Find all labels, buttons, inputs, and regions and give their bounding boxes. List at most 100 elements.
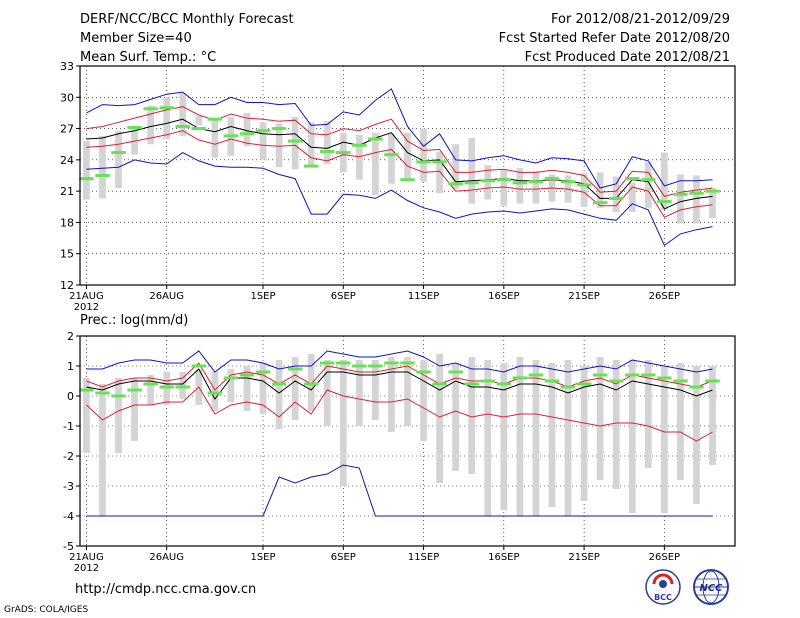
spread-box bbox=[179, 93, 187, 136]
y-tick-label: 30 bbox=[60, 91, 74, 104]
spread-box bbox=[355, 360, 363, 426]
y-tick-label: 1 bbox=[67, 360, 74, 373]
y-tick-label: 33 bbox=[60, 60, 74, 73]
spread-box bbox=[355, 134, 363, 180]
spread-box bbox=[484, 360, 492, 516]
spread-box bbox=[243, 112, 251, 147]
spread-box bbox=[709, 188, 716, 219]
spread-box bbox=[163, 97, 171, 139]
x-tick-label: 11SEP bbox=[408, 552, 439, 563]
spread-box bbox=[388, 357, 395, 432]
spread-box bbox=[516, 168, 524, 204]
spread-box bbox=[83, 378, 90, 453]
spread-box bbox=[291, 117, 299, 170]
grads-credit: GrADS: COLA/IGES bbox=[4, 605, 89, 615]
spread-box bbox=[660, 152, 668, 210]
spread-box bbox=[372, 132, 379, 196]
series-line-min bbox=[86, 464, 713, 517]
series-line-upper bbox=[86, 362, 713, 391]
y-tick-label: 0 bbox=[67, 390, 74, 403]
spread-box bbox=[468, 137, 476, 204]
y-tick-label: -2 bbox=[63, 450, 74, 463]
spread-box bbox=[628, 182, 636, 212]
spread-box bbox=[484, 165, 492, 200]
x-tick-label: 6SEP bbox=[331, 552, 356, 563]
x-year-label: 2012 bbox=[74, 563, 99, 574]
spread-box bbox=[532, 360, 540, 516]
series-line-mean bbox=[86, 118, 713, 210]
forecast-period: For 2012/08/21-2012/09/29 bbox=[551, 12, 730, 27]
spread-box bbox=[660, 366, 668, 513]
spread-box bbox=[580, 173, 588, 207]
spread-box bbox=[452, 363, 460, 471]
spread-box bbox=[677, 174, 684, 224]
spread-box bbox=[323, 360, 331, 426]
y-tick-label: -3 bbox=[63, 480, 74, 493]
spread-box bbox=[580, 366, 588, 501]
spread-box bbox=[628, 360, 636, 513]
spread-box bbox=[131, 378, 138, 441]
y-tick-label: -1 bbox=[63, 420, 74, 433]
x-tick-label: 26AUG bbox=[149, 291, 184, 302]
spread-box bbox=[307, 122, 315, 168]
spread-box bbox=[612, 360, 620, 489]
spread-box bbox=[693, 366, 700, 504]
spread-box bbox=[115, 130, 122, 189]
spread-box bbox=[693, 175, 700, 224]
spread-box bbox=[83, 141, 90, 200]
spread-box bbox=[677, 363, 684, 480]
y-tick-label: 18 bbox=[60, 216, 74, 229]
series-line-upper bbox=[86, 106, 713, 197]
y-tick-label: 21 bbox=[60, 185, 74, 198]
spread-box bbox=[436, 151, 443, 194]
spread-box bbox=[323, 121, 331, 165]
x-tick-label: 21SEP bbox=[568, 552, 599, 563]
source-url[interactable]: http://cmdp.ncc.cma.gov.cn bbox=[75, 582, 257, 597]
y-tick-label: 24 bbox=[60, 154, 74, 167]
spread-box bbox=[468, 357, 476, 474]
spread-box bbox=[516, 357, 524, 516]
plot-frame bbox=[79, 65, 736, 286]
y-tick-label: 2 bbox=[67, 330, 74, 343]
x-tick-label: 16SEP bbox=[488, 291, 519, 302]
spread-box bbox=[532, 171, 540, 204]
x-tick-label: 11SEP bbox=[408, 291, 439, 302]
x-tick-label: 21AUG bbox=[69, 291, 104, 302]
series-line-mean bbox=[86, 368, 713, 400]
series-line-lower bbox=[86, 386, 713, 442]
spread-box bbox=[548, 363, 556, 507]
spread-box bbox=[404, 132, 411, 182]
spread-box bbox=[564, 360, 572, 516]
y-tick-label: 15 bbox=[60, 248, 74, 261]
spread-box bbox=[372, 360, 379, 420]
x-tick-label: 26AUG bbox=[149, 552, 184, 563]
y-tick-label: 27 bbox=[60, 123, 74, 136]
spread-box bbox=[644, 161, 652, 208]
spread-box bbox=[596, 172, 604, 208]
spread-box bbox=[388, 133, 395, 184]
produced-date: Fcst Produced Date 2012/08/21 bbox=[524, 50, 730, 65]
spread-box bbox=[131, 126, 138, 155]
x-tick-label: 1SEP bbox=[250, 552, 275, 563]
x-tick-label: 6SEP bbox=[331, 291, 356, 302]
ncc-logo: NCC bbox=[692, 568, 730, 606]
spread-box bbox=[99, 384, 106, 516]
spread-box bbox=[275, 123, 283, 168]
series-line-min bbox=[86, 152, 713, 247]
spread-box bbox=[596, 357, 604, 480]
ncc-logo-text: NCC bbox=[699, 583, 723, 594]
x-tick-label: 26SEP bbox=[649, 552, 680, 563]
series-line-lower bbox=[86, 130, 713, 218]
plot-frame bbox=[79, 335, 736, 547]
precip-title: Prec.: log(mm/d) bbox=[80, 313, 188, 328]
spread-box bbox=[500, 363, 508, 510]
spread-box bbox=[259, 363, 267, 414]
spread-box bbox=[243, 366, 251, 411]
y-tick-label: 12 bbox=[60, 279, 74, 292]
series-line-max bbox=[86, 350, 713, 373]
spread-box bbox=[404, 357, 411, 426]
start-date: Fcst Started Refer Date 2012/08/20 bbox=[498, 31, 730, 46]
spread-box bbox=[211, 120, 219, 158]
x-tick-label: 21AUG bbox=[69, 552, 104, 563]
spread-box bbox=[644, 360, 652, 468]
